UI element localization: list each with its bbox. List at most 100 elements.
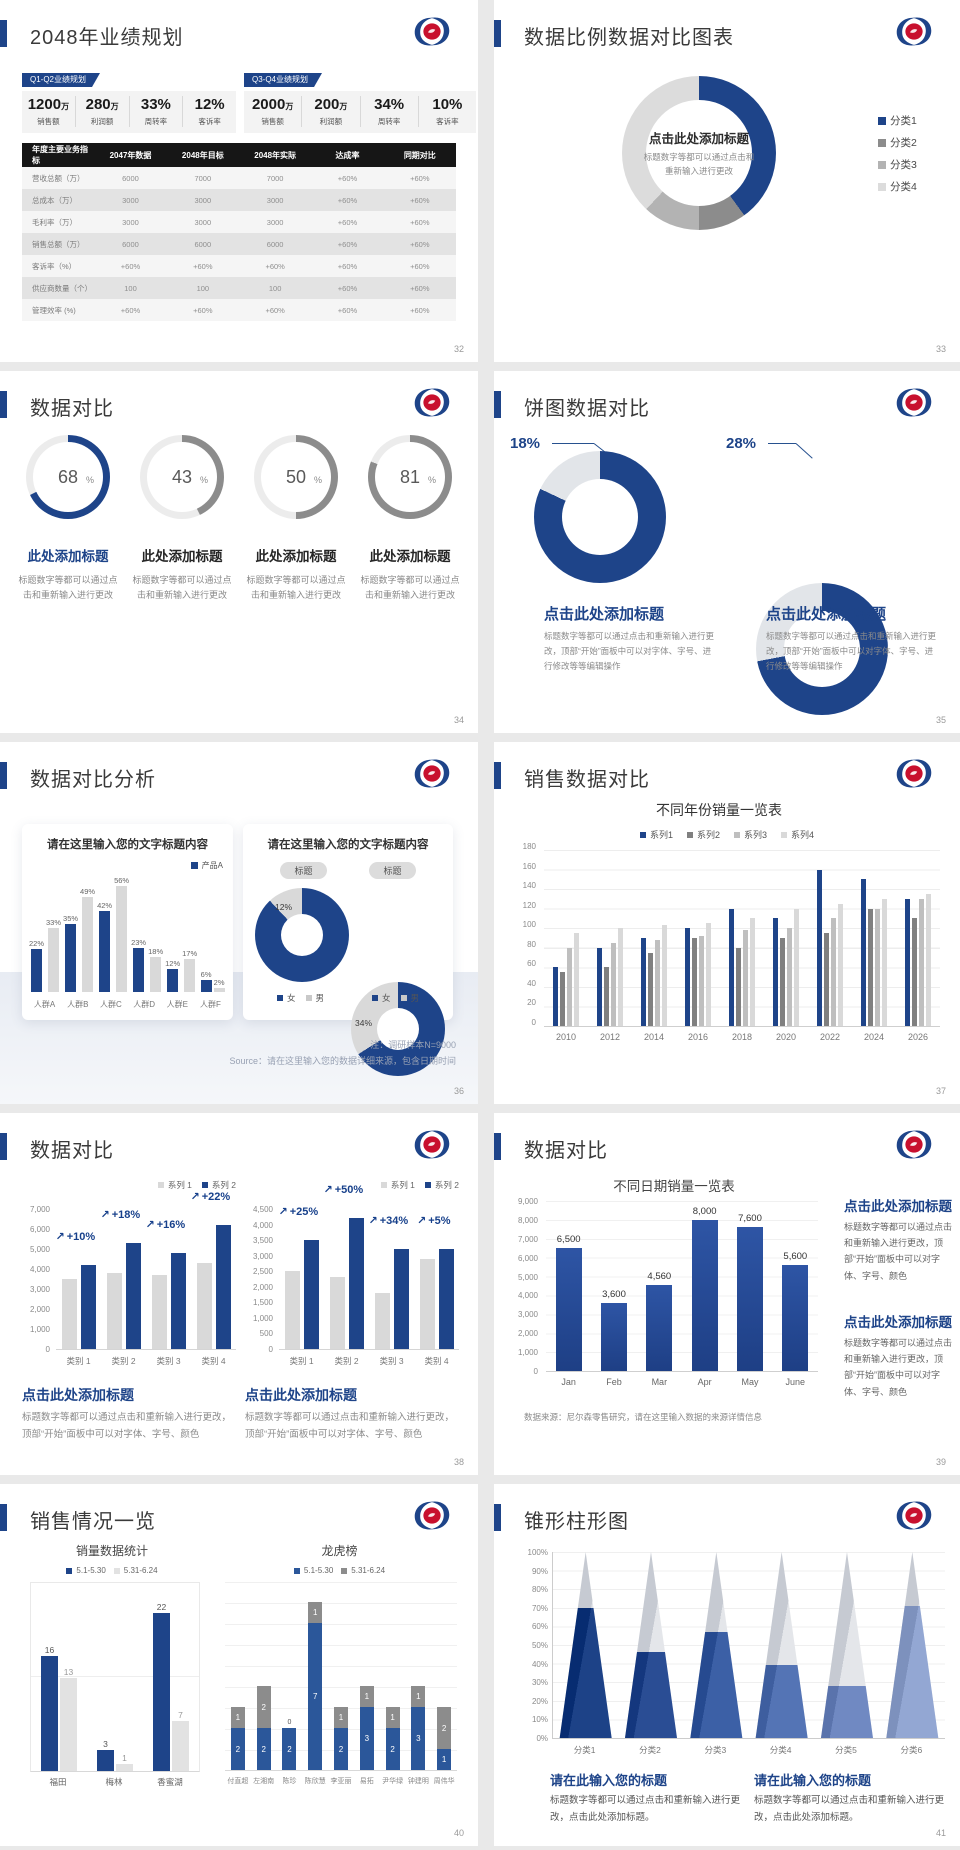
segment-label: 1 (364, 1692, 370, 1701)
x-label: 2016 (687, 1032, 709, 1042)
bar-value-label: 13 (63, 1666, 74, 1677)
slide-35[interactable]: 饼图数据对比 18% 28% 点击此处添加标题 标题数字等都可以通过点击和重新输… (494, 371, 960, 733)
donut2-title: 点击此处添加标题 (766, 606, 887, 623)
block-title-2: 请在此输入您的标题 (754, 1773, 872, 1788)
bar (794, 908, 799, 1026)
segment-label: 1 (441, 1755, 447, 1764)
table-cell: 7000 (238, 167, 312, 189)
legend-item: 分类1 (878, 113, 917, 128)
y-tick-label: 5,000 (517, 1272, 538, 1282)
table-header-row: 年度主要业务指标 2047年数据 2048年目标 2048年实际 达成率 同期对比 (22, 143, 456, 167)
x-axis-labels: 2010 2012 2014 2016 2018 2020 2022 2024 2026 (544, 1032, 940, 1042)
legend-item: 系列3 (734, 828, 767, 841)
x-label: 陈欣慧 (304, 1778, 326, 1785)
slide-33[interactable]: 数据比例数据对比图表 点击此处添加标题 标题数字等都可以通过点击和重新输入进行更… (494, 0, 960, 362)
legend-item: 5.1-5.30 (293, 1566, 333, 1575)
gauge-caption: 标题数字等都可以通过点击和重新输入进行更改 (360, 575, 460, 601)
x-axis-labels: 福田 梅林 香蜜湖 (30, 1776, 198, 1788)
slide-39[interactable]: 数据对比 不同日期销量一览表 9,000 8,000 7,000 6,000 5,000… (494, 1113, 960, 1475)
note-line-2: Source：请在这里输入您的数据详细来源，包含日期时间 (229, 1056, 456, 1066)
x-label: 人群E (166, 1000, 188, 1009)
gauge-caption: 标题数字等都可以通过点击和重新输入进行更改 (18, 575, 118, 601)
slide-37[interactable]: 销售数据对比 不同年份销量一览表 系列1 系列2 系列3 系列4 180 160 140 1… (494, 742, 960, 1104)
y-tick-label: 3,500 (252, 1236, 273, 1246)
segment-label: 2 (338, 1744, 344, 1754)
gauge-title: 此处添加标题 (141, 549, 223, 564)
x-label: 钟建明 (407, 1778, 429, 1785)
y-tick-label: 2,000 (29, 1305, 50, 1314)
gauge-hole (375, 442, 445, 512)
bar-wrap: 3,600 (600, 1201, 627, 1371)
segment-label: 2 (235, 1744, 241, 1754)
donut-card: 请在这里输入您的文字标题内容 标题 标题 12% 34% 女男女男 (243, 824, 453, 1076)
bar-wrap: 6% (200, 876, 212, 992)
callout-label: +34% (379, 1214, 409, 1227)
chart-block-right: 系列 1 系列 2 4,500 4,000 3,500 3,000 2,500 2,000 1… (245, 1169, 459, 1459)
table-cell: 3000 (94, 189, 167, 211)
block-title: 点击此处添加标题 (245, 1387, 357, 1403)
donut1-title: 点击此处添加标题 (544, 606, 665, 623)
x-label: 分类1 (573, 1745, 596, 1755)
stat-number: 33% (140, 96, 171, 113)
bar (743, 930, 748, 1026)
brand-logo-icon (412, 15, 452, 48)
slide-36[interactable]: 数据对比分析 请在这里输入您的文字标题内容 产品A 22% 33% 35% 49% 42… (0, 742, 478, 1104)
x-axis-labels: 付直超 左湘南 陈珍 陈欣慧 李亚丽 易拓 尹华绿 钟建明 周伟华 (225, 1776, 457, 1786)
bar-wrap: 4,560 (646, 1201, 673, 1371)
x-label: 类别 4 (201, 1356, 226, 1366)
block-title: 点击此处添加标题 (22, 1387, 134, 1403)
stack-segment-blue: 3 (359, 1707, 374, 1770)
bar-wrap: 1 (116, 1583, 133, 1771)
slide-40[interactable]: 销售情况一览 销量数据统计 5.1-5.30 5.31-6.24 16 13 3 1 22… (0, 1484, 478, 1846)
column-header: 2048年实际 (238, 143, 312, 167)
legend-label: 分类4 (890, 181, 917, 193)
x-label: 类别 2 (111, 1356, 136, 1366)
slide-title: 数据对比 (524, 1140, 608, 1162)
cone-filled (886, 1605, 939, 1738)
bar-group (544, 850, 588, 1026)
slide-34[interactable]: 数据对比 68% 此处添加标题 标题数字等都可以通过点击和重新输入进行更改 43% 此处… (0, 371, 478, 733)
segment-label: 3 (364, 1734, 370, 1743)
slide-41[interactable]: 锥形柱形图 100% 90% 80% 70% 60% 50% 40% 30% 20% 10% 0% … (494, 1484, 960, 1846)
stat-item: 33% 周转率 (130, 96, 184, 127)
legend-item: 分类3 (878, 157, 917, 172)
bar-group: ↗ +25% (278, 1206, 324, 1349)
chart2-legend: 5.1-5.30 5.31-6.24 (222, 1566, 457, 1575)
gauge-title: 此处添加标题 (369, 549, 451, 564)
bar (215, 1225, 231, 1349)
table-cell: +60% (311, 189, 384, 211)
callout-label: +16% (156, 1218, 186, 1231)
bar-group: 22% 33% (28, 876, 62, 992)
y-axis-labels: 7,000 6,000 5,000 4,000 3,000 2,000 1,000 0 (22, 1205, 50, 1354)
gauge-number: 68 (57, 466, 79, 487)
bar (736, 947, 741, 1026)
stat-label: 周转率 (144, 117, 168, 126)
bar (555, 1248, 582, 1371)
bar-wrap: 23% (131, 876, 146, 992)
slide-38[interactable]: 数据对比 系列 1 系列 2 7,000 6,000 5,000 4,000 3,000 2… (0, 1113, 478, 1475)
slide-title: 数据比例数据对比图表 (524, 27, 734, 49)
stack-segment-gray: 2 (256, 1686, 271, 1728)
mini-donut-left: 12% (255, 888, 349, 982)
legend-item: 系列 1 (157, 1179, 192, 1191)
bar-label: 23% (131, 937, 147, 947)
y-tick-label: 4,500 (252, 1205, 273, 1214)
growth-callout: ↗ +34% (368, 1214, 409, 1228)
x-label: 人群B (67, 1000, 89, 1009)
legend-swatch (734, 831, 740, 838)
gauge-percent-sign: % (313, 475, 322, 485)
bar (706, 923, 711, 1026)
table-row: 客诉率（%） +60% +60% +60% +60% +60% (22, 255, 456, 277)
y-tick-label: 0 (533, 1367, 538, 1376)
y-tick-label: 500 (259, 1329, 273, 1339)
y-tick-label: 8,000 (517, 1215, 538, 1225)
block-title-2: 点击此处添加标题 (844, 1315, 952, 1330)
slide-32[interactable]: 2048年业绩规划 Q1-Q2业绩规划 Q3-Q4业绩规划 1200万 销售额 28… (0, 0, 478, 362)
x-axis-labels: 分类1 分类2 分类3 分类4 分类5 分类6 (552, 1744, 944, 1756)
table-cell: +60% (383, 299, 456, 321)
leader-line (768, 443, 796, 444)
